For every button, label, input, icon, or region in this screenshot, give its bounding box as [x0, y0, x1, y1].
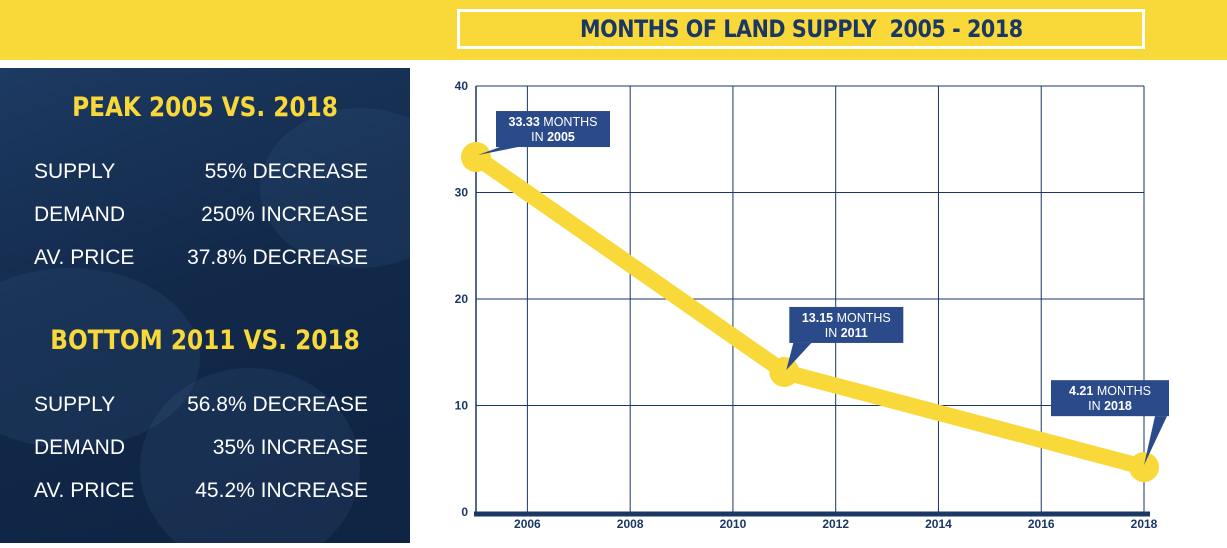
stats-panel: PEAK 2005 VS. 2018 SUPPLY 55% DECREASE D… — [0, 68, 410, 543]
stat-value: 37.8% DECREASE — [187, 246, 368, 269]
y-tick-label: 30 — [455, 186, 469, 200]
stat-row: AV. PRICE 45.2% INCREASE — [34, 479, 368, 503]
data-point — [769, 356, 800, 387]
stat-row: DEMAND 250% INCREASE — [34, 203, 368, 227]
stat-row: SUPPLY 55% DECREASE — [34, 160, 368, 184]
callout-value: 4.21 — [1069, 384, 1093, 398]
callout-line-1: 4.21 MONTHS — [1069, 384, 1151, 398]
callout-pointer — [1144, 416, 1167, 466]
x-tick-label: 2014 — [925, 517, 952, 531]
callout-line-1: 13.15 MONTHS — [802, 311, 891, 325]
callout-value: 13.15 — [802, 311, 833, 325]
chart-title: MONTHS OF LAND SUPPLY 2005 - 2018 — [579, 15, 1023, 43]
callout-unit: MONTHS — [1093, 384, 1151, 398]
background-leaf — [260, 108, 410, 268]
x-tick-label: 2016 — [1028, 517, 1055, 531]
y-tick-label: 10 — [455, 399, 469, 413]
stat-row: SUPPLY 56.8% DECREASE — [34, 393, 368, 417]
callout-year: 2011 — [841, 326, 868, 340]
callout-line-2: IN 2011 — [825, 326, 868, 340]
callout-prefix: IN — [1088, 399, 1104, 413]
stat-label: SUPPLY — [34, 393, 116, 416]
stat-value: 250% INCREASE — [201, 203, 368, 226]
callout-pointer — [478, 147, 518, 156]
stat-label: AV. PRICE — [34, 479, 135, 502]
callout-prefix: IN — [531, 130, 547, 144]
bottom-heading: BOTTOM 2011 VS. 2018 — [50, 325, 360, 356]
y-tick-label: 0 — [461, 505, 468, 519]
data-point — [461, 142, 491, 173]
x-tick-label: 2012 — [822, 517, 849, 531]
callout-line-2: IN 2005 — [531, 130, 575, 144]
x-tick-label: 2010 — [720, 517, 747, 531]
stat-label: DEMAND — [34, 436, 126, 459]
callout-year: 2018 — [1104, 399, 1132, 413]
stat-row: AV. PRICE 37.8% DECREASE — [34, 246, 368, 270]
callout-box — [789, 306, 904, 343]
data-point — [1129, 452, 1159, 483]
stat-label: DEMAND — [34, 203, 126, 226]
background-leaf — [0, 268, 200, 448]
stat-value: 55% DECREASE — [204, 160, 368, 183]
background-leaf — [140, 368, 360, 543]
callout-unit: MONTHS — [540, 115, 598, 129]
callout-line-1: 33.33 MONTHS — [509, 115, 598, 129]
line-chart: 0 10 20 30 40 2006 2008 2010 2012 2014 2016 2018 33.… — [455, 79, 1169, 531]
stat-label: AV. PRICE — [34, 246, 135, 269]
callout-value: 33.33 — [509, 115, 540, 129]
callout-year: 2005 — [547, 130, 575, 144]
chart-area: 0 10 20 30 40 2006 2008 2010 2012 2014 2016 2018 33.… — [420, 68, 1227, 543]
stat-value: 35% INCREASE — [212, 436, 368, 459]
callout-line-2: IN 2018 — [1088, 399, 1132, 413]
callout-prefix: IN — [825, 326, 841, 340]
stat-label: SUPPLY — [34, 160, 116, 183]
chart-title-box: MONTHS OF LAND SUPPLY 2005 - 2018 — [457, 9, 1145, 49]
y-tick-label: 40 — [455, 79, 469, 93]
callout-unit: MONTHS — [833, 311, 891, 325]
y-tick-label: 20 — [455, 292, 469, 306]
x-tick-label: 2008 — [617, 517, 644, 531]
stat-value: 56.8% DECREASE — [187, 393, 368, 416]
callout-box — [1051, 380, 1169, 417]
x-tick-label: 2006 — [514, 517, 541, 531]
callout-pointer — [786, 342, 812, 370]
callout-box — [496, 111, 610, 148]
peak-heading: PEAK 2005 VS. 2018 — [72, 92, 338, 123]
stat-value: 45.2% INCREASE — [195, 479, 368, 502]
stat-row: DEMAND 35% INCREASE — [34, 436, 368, 460]
x-tick-label: 2018 — [1131, 517, 1158, 531]
